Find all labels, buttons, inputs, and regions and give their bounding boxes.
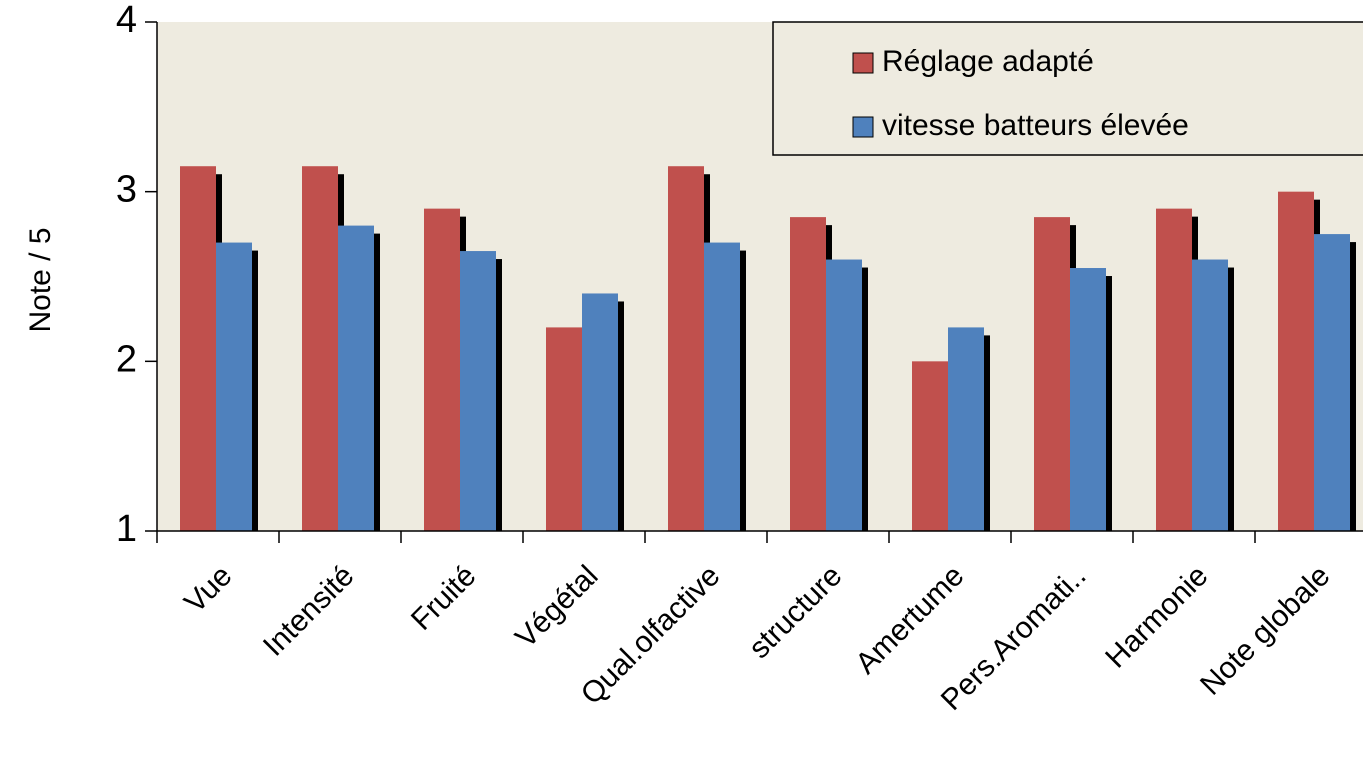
bar xyxy=(180,166,216,531)
bar xyxy=(582,293,618,531)
y-axis-label: Note / 5 xyxy=(24,227,57,332)
x-tick-label: Fruité xyxy=(405,559,483,637)
bar xyxy=(216,242,252,532)
bar xyxy=(1192,259,1228,531)
x-tick-label: Vue xyxy=(178,559,238,619)
x-tick-label: Intensité xyxy=(257,559,361,663)
legend-label: vitesse batteurs élevée xyxy=(882,109,1189,142)
bar xyxy=(948,327,984,531)
bar xyxy=(1034,217,1070,531)
y-tick-label: 2 xyxy=(116,338,137,380)
x-tick-label: Amertume xyxy=(849,559,970,680)
x-tick-label: structure xyxy=(743,559,849,665)
bar xyxy=(424,208,460,531)
bar xyxy=(790,217,826,531)
bar xyxy=(704,242,740,532)
bar xyxy=(912,361,948,531)
y-tick-label: 3 xyxy=(116,169,137,211)
bar xyxy=(826,259,862,531)
legend-swatch xyxy=(852,52,874,74)
bar xyxy=(1070,268,1106,531)
x-tick-label: Harmonie xyxy=(1099,559,1214,674)
y-tick-label: 4 xyxy=(116,0,137,41)
bar xyxy=(1314,234,1350,532)
bar xyxy=(1278,191,1314,531)
bar xyxy=(302,166,338,531)
bar xyxy=(338,225,374,531)
bar xyxy=(668,166,704,531)
bar xyxy=(460,251,496,532)
legend-swatch xyxy=(852,116,874,138)
bar xyxy=(546,327,582,531)
y-tick-label: 1 xyxy=(116,508,137,550)
x-tick-label: Note globale xyxy=(1194,559,1336,701)
legend-label: Réglage adapté xyxy=(882,45,1094,78)
bar xyxy=(1156,208,1192,531)
x-tick-label: Végétal xyxy=(509,559,604,654)
